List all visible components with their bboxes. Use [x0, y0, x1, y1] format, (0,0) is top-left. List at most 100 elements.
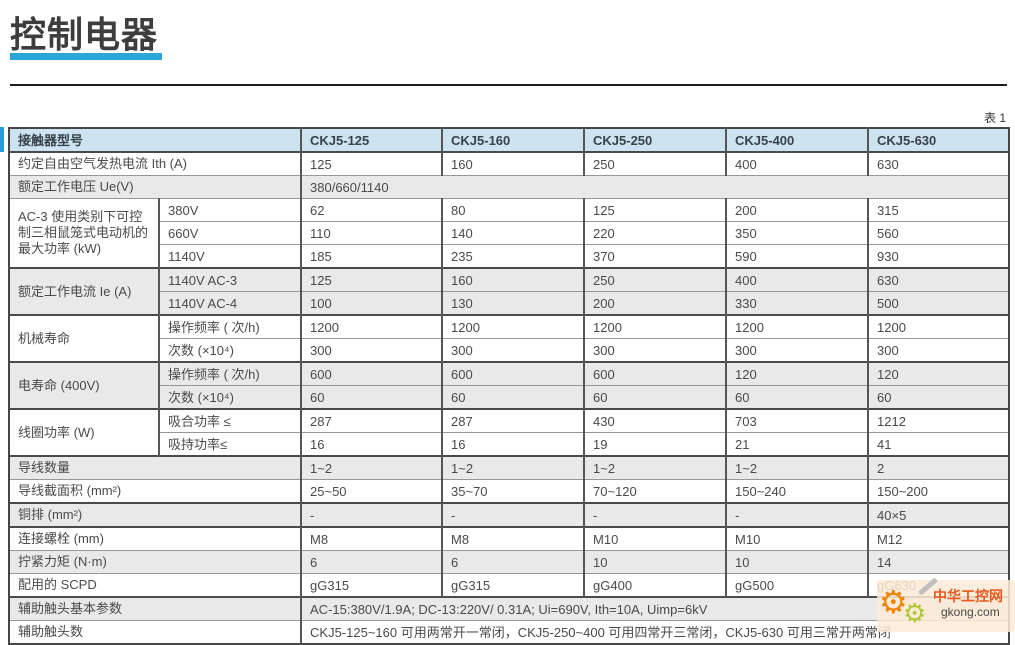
table-caption: 表 1 — [983, 111, 1006, 125]
column-header: CKJ5-630 — [867, 127, 1010, 152]
table-cell: 287 — [441, 408, 585, 433]
section-divider — [10, 84, 1007, 86]
table-cell: 100 — [300, 291, 443, 315]
row-label: 额定工作电压 Ue(V) — [9, 175, 302, 199]
sub-row-label: 660V — [157, 221, 302, 245]
column-header: CKJ5-125 — [300, 127, 443, 152]
table-cell: 6 — [441, 550, 585, 574]
table-cell: 60 — [725, 385, 869, 409]
table-cell: 220 — [583, 221, 727, 245]
table-cell: 19 — [583, 432, 727, 456]
table-row: 次数 (×10⁴) 60 60 60 60 60 — [9, 385, 1010, 409]
sub-row-label: 操作频率 ( 次/h) — [157, 361, 302, 386]
table-cell: 1200 — [441, 314, 585, 339]
table-cell: 16 — [300, 432, 443, 456]
row-label: 线圈功率 (W) — [9, 408, 159, 456]
row-label: 连接螺栓 (mm) — [9, 526, 302, 551]
watermark-site-url: gkong.com — [941, 605, 1000, 619]
table-row: 连接螺栓 (mm) M8 M8 M10 M10 M12 — [9, 526, 1010, 551]
row-label: 辅助触头数 — [9, 620, 302, 644]
table-row: 吸持功率≤ 16 16 19 21 41 — [9, 432, 1010, 456]
row-label: 辅助触头基本参数 — [9, 596, 302, 621]
table-row: 导线截面积 (mm²) 25~50 35~70 70~120 150~240 1… — [9, 479, 1010, 503]
table-cell: M12 — [867, 526, 1010, 551]
watermark-logo: ⚙ ⚙ 中华工控网 gkong.com — [877, 577, 1015, 632]
spec-table: 接触器型号 CKJ5-125 CKJ5-160 CKJ5-250 CKJ5-40… — [8, 127, 1011, 645]
table-cell: 150~200 — [867, 479, 1010, 503]
table-cell: - — [583, 502, 727, 527]
table-cell: 41 — [867, 432, 1010, 456]
column-header: CKJ5-400 — [725, 127, 869, 152]
row-label: 铜排 (mm²) — [9, 502, 302, 527]
table-cell: 10 — [583, 550, 727, 574]
table-cell: 60 — [583, 385, 727, 409]
table-cell: 400 — [725, 151, 869, 176]
table-cell: 590 — [725, 244, 869, 268]
sub-row-label: 1140V AC-4 — [157, 291, 302, 315]
table-cell: - — [725, 502, 869, 527]
sub-row-label: 380V — [157, 198, 302, 222]
sub-row-label: 次数 (×10⁴) — [157, 385, 302, 409]
table-cell: 430 — [583, 408, 727, 433]
table-cell: 600 — [583, 361, 727, 386]
table-cell: 62 — [300, 198, 443, 222]
table-cell: 600 — [300, 361, 443, 386]
table-cell: 120 — [725, 361, 869, 386]
table-cell: M10 — [583, 526, 727, 551]
table-row: 电寿命 (400V) 操作频率 ( 次/h) 600 600 600 120 1… — [9, 361, 1010, 409]
table-cell: 60 — [441, 385, 585, 409]
table-cell: 300 — [441, 338, 585, 362]
row-label: AC-3 使用类别下可控制三相鼠笼式电动机的最大功率 (kW) — [9, 198, 159, 268]
table-cell: M10 — [725, 526, 869, 551]
table-cell: 380/660/1140 — [300, 175, 1010, 199]
table-cell: 110 — [300, 221, 443, 245]
table-cell: 10 — [725, 550, 869, 574]
table-cell: 1~2 — [583, 455, 727, 480]
table-cell: 130 — [441, 291, 585, 315]
table-cell: 70~120 — [583, 479, 727, 503]
table-cell: 300 — [583, 338, 727, 362]
table-cell: 250 — [583, 267, 727, 292]
table-cell: 125 — [300, 267, 443, 292]
table-cell: 630 — [867, 151, 1010, 176]
table-row: AC-3 使用类别下可控制三相鼠笼式电动机的最大功率 (kW) 380V 62 … — [9, 198, 1010, 268]
table-row: 铜排 (mm²) - - - - 40×5 — [9, 502, 1010, 527]
table-row: 额定工作电压 Ue(V) 380/660/1140 — [9, 175, 1010, 199]
table-row: 次数 (×10⁴) 300 300 300 300 300 — [9, 338, 1010, 362]
table-cell: 6 — [300, 550, 443, 574]
table-row: 1140V 185 235 370 590 930 — [9, 244, 1010, 268]
column-header: CKJ5-250 — [583, 127, 727, 152]
table-cell: 370 — [583, 244, 727, 268]
table-cell: 300 — [725, 338, 869, 362]
table-cell: M8 — [441, 526, 585, 551]
table-cell: 250 — [583, 151, 727, 176]
table-cell: 930 — [867, 244, 1010, 268]
table-cell: 300 — [300, 338, 443, 362]
table-cell: 235 — [441, 244, 585, 268]
table-cell: 1200 — [583, 314, 727, 339]
table-cell: 560 — [867, 221, 1010, 245]
column-header-model: 接触器型号 — [9, 127, 302, 152]
table-cell: 60 — [300, 385, 443, 409]
table-cell: 80 — [441, 198, 585, 222]
page-edge-marker — [0, 127, 4, 152]
table-cell: 300 — [867, 338, 1010, 362]
table-cell: 150~240 — [725, 479, 869, 503]
table-row: 配用的 SCPD gG315 gG315 gG400 gG500 gG630 — [9, 573, 1010, 597]
table-cell: 21 — [725, 432, 869, 456]
table-cell: 125 — [300, 151, 443, 176]
table-cell: 1212 — [867, 408, 1010, 433]
table-row: 约定自由空气发热电流 Ith (A) 125 160 250 400 630 — [9, 151, 1010, 176]
table-cell: M8 — [300, 526, 443, 551]
table-cell: 14 — [867, 550, 1010, 574]
table-cell: gG500 — [725, 573, 869, 597]
row-label: 配用的 SCPD — [9, 573, 302, 597]
table-row: 1140V AC-4 100 130 200 330 500 — [9, 291, 1010, 315]
sub-row-label: 1140V AC-3 — [157, 267, 302, 292]
row-label: 额定工作电流 Ie (A) — [9, 267, 159, 315]
title-accent-bar — [10, 53, 162, 60]
table-row: 辅助触头基本参数 AC-15:380V/1.9A; DC-13:220V/ 0.… — [9, 596, 1010, 621]
table-cell: 600 — [441, 361, 585, 386]
table-cell: 1~2 — [725, 455, 869, 480]
table-cell: 35~70 — [441, 479, 585, 503]
